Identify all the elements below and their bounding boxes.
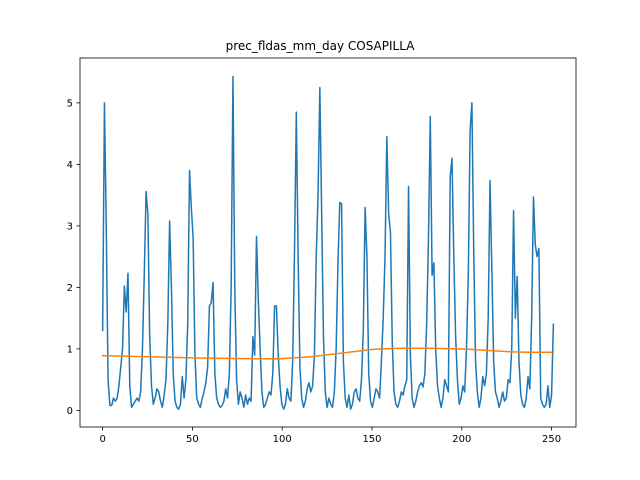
axes: 0 50 100 150 200 250 0 1 2 3 4 5: [67, 57, 577, 445]
x-tick-label: 150: [362, 434, 381, 445]
y-tick-label: 3: [67, 221, 73, 232]
x-tick-label: 250: [542, 434, 561, 445]
y-tick-label: 5: [67, 98, 73, 109]
x-tick-label: 50: [186, 434, 199, 445]
x-tick-label: 0: [99, 434, 105, 445]
x-tick-label: 200: [452, 434, 471, 445]
y-tick-label: 1: [67, 344, 73, 355]
y-tick-label: 4: [67, 160, 73, 171]
axes-frame: [79, 57, 577, 428]
y-tick-label: 2: [67, 283, 73, 294]
x-tick-label: 100: [273, 434, 292, 445]
chart-title: prec_fldas_mm_day COSAPILLA: [226, 39, 416, 53]
series-line-1: [101, 75, 555, 410]
y-tick-label: 0: [67, 406, 73, 417]
series-line-2: [101, 347, 555, 360]
plot-area: [101, 75, 555, 410]
